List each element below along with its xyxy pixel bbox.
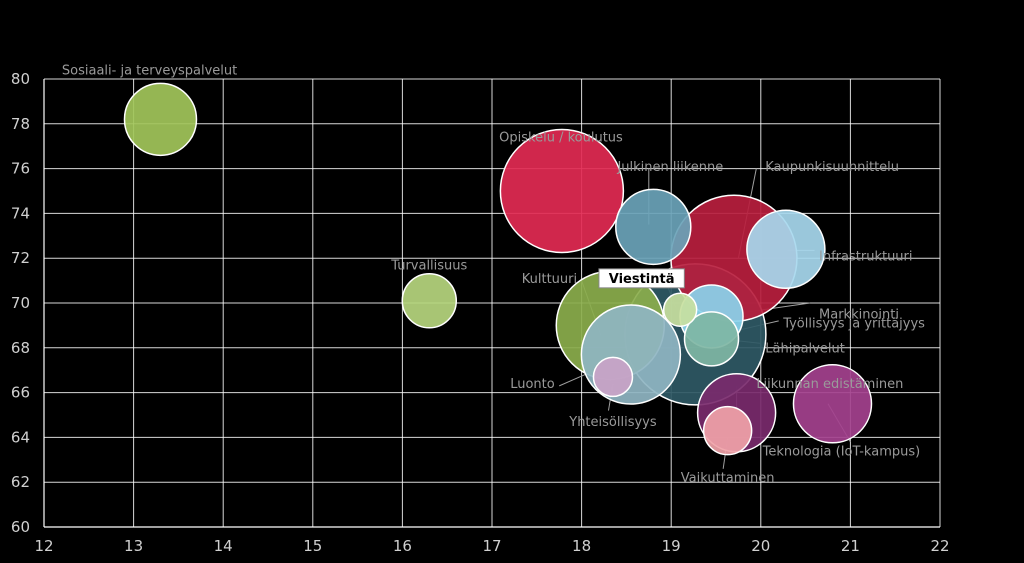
y-tick-label: 70 bbox=[11, 294, 30, 312]
x-tick-label: 13 bbox=[124, 537, 143, 555]
x-tick-label: 18 bbox=[572, 537, 591, 555]
x-tick-label: 15 bbox=[303, 537, 322, 555]
bubble bbox=[702, 405, 753, 456]
data-labels: Sosiaali- ja terveyspalvelut Turvallisuus… bbox=[62, 64, 925, 487]
y-tick-label: 66 bbox=[11, 384, 30, 402]
bubble-label: Lähipalvelut bbox=[765, 341, 845, 356]
bubble bbox=[615, 188, 692, 266]
y-tick-label: 80 bbox=[11, 70, 30, 88]
bubble bbox=[499, 128, 625, 254]
y-tick-label: 74 bbox=[11, 204, 30, 222]
bubble bbox=[592, 356, 634, 398]
bubble-label: Infrastruktuuri bbox=[819, 249, 912, 264]
x-tick-label: 17 bbox=[482, 537, 501, 555]
bubble bbox=[401, 273, 458, 329]
x-tick-label: 21 bbox=[841, 537, 860, 555]
bubble-label: Teknologia (IoT-kampus) bbox=[762, 444, 921, 459]
bubble-label: Markkinointi bbox=[819, 308, 899, 323]
axis-ticks: 12 13 14 15 16 17 18 19 20 21 22 60 62 64 66 68 70 72 74 76… bbox=[11, 70, 950, 555]
x-tick-label: 20 bbox=[751, 537, 770, 555]
y-tick-label: 76 bbox=[11, 160, 30, 178]
bubble bbox=[746, 209, 826, 289]
highlight-label-box bbox=[598, 268, 685, 289]
bubble-label: Kulttuuri bbox=[522, 272, 577, 287]
x-tick-label: 19 bbox=[662, 537, 681, 555]
bubble-label: Työllisyys ja yrittäjyys bbox=[782, 317, 925, 332]
bubble-label: Kaupunkisuunnittelu bbox=[765, 160, 899, 175]
y-tick-label: 64 bbox=[11, 428, 30, 446]
x-tick-label: 16 bbox=[393, 537, 412, 555]
bubble-label: Luonto bbox=[510, 377, 555, 392]
bubble-label: Turvallisuus bbox=[390, 258, 467, 273]
y-tick-label: 60 bbox=[11, 518, 30, 536]
y-tick-label: 62 bbox=[11, 473, 30, 491]
bubble bbox=[683, 311, 740, 367]
x-tick-label: 22 bbox=[930, 537, 949, 555]
bubble bbox=[123, 82, 198, 157]
gridlines bbox=[43, 78, 941, 528]
x-tick-label: 12 bbox=[34, 537, 53, 555]
bubble-label: Liikunnan edistäminen bbox=[756, 377, 903, 392]
y-tick-label: 78 bbox=[11, 115, 30, 133]
bubbles bbox=[123, 82, 873, 456]
bubble-label: Vaikuttaminen bbox=[681, 471, 775, 486]
bubble-label: Yhteisöllisyys bbox=[568, 415, 657, 430]
bubble bbox=[792, 364, 873, 444]
bubble-label: Viestintä bbox=[609, 272, 675, 287]
bubble-label: Julkinen liikenne bbox=[616, 160, 723, 175]
y-tick-label: 68 bbox=[11, 339, 30, 357]
bubble-label: Opiskelu / koulutus bbox=[499, 131, 623, 146]
bubble bbox=[662, 292, 698, 327]
bubble-label: Sosiaali- ja terveyspalvelut bbox=[62, 64, 237, 79]
bubble bbox=[580, 304, 682, 405]
x-tick-label: 14 bbox=[214, 537, 233, 555]
y-tick-label: 72 bbox=[11, 249, 30, 267]
